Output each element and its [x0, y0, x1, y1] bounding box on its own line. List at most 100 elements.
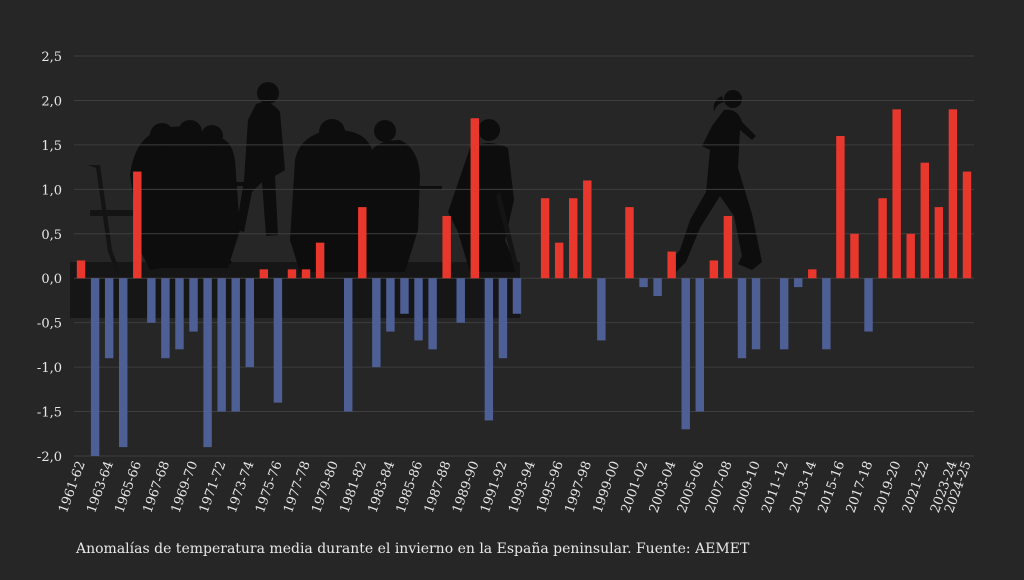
bar-2023-24	[948, 109, 958, 279]
bar-2012-13	[794, 278, 803, 288]
bar-2007-08	[723, 216, 733, 279]
x-tick-label: 2019-20	[872, 459, 905, 515]
x-tick-label: 1969-70	[169, 459, 202, 515]
bar-1994-95	[540, 198, 550, 279]
bar-2011-12	[779, 278, 789, 350]
bar-1990-91	[484, 278, 494, 421]
bar-1971-72	[217, 278, 226, 412]
y-tick-label: 1,0	[41, 183, 62, 198]
bar-1961-62	[76, 260, 86, 279]
bar-2017-18	[864, 278, 873, 332]
bar-1980-81	[344, 278, 353, 412]
y-axis-tick-labels: -2,0 -1,5 -1,0 -0,5 0,0 0,5 1,0 1,5 2,0 2,5	[37, 50, 62, 465]
bar-2015-16	[836, 136, 845, 279]
chart-bars	[76, 109, 972, 456]
bar-1978-79	[315, 242, 325, 279]
x-tick-label: 1981-82	[337, 459, 370, 515]
bar-1977-78	[301, 269, 311, 279]
bar-1997-98	[583, 180, 592, 279]
x-tick-label: 2007-08	[703, 459, 736, 515]
y-tick-label: -2,0	[37, 450, 62, 465]
x-tick-label: 1987-88	[422, 459, 455, 515]
x-tick-label: 2021-22	[900, 459, 933, 515]
bar-2009-10	[751, 278, 761, 350]
bar-1988-89	[456, 278, 465, 323]
bar-2016-17	[850, 233, 859, 279]
bar-1982-83	[372, 278, 381, 368]
bar-1986-87	[428, 278, 437, 350]
bar-1969-70	[189, 278, 198, 332]
x-tick-label: 2017-18	[844, 459, 877, 515]
bar-1975-76	[273, 278, 283, 403]
x-tick-label: 2001-02	[619, 459, 652, 515]
bar-1981-82	[358, 207, 367, 279]
x-tick-label: 1991-92	[478, 459, 511, 515]
x-tick-label: 1967-68	[141, 459, 174, 515]
bar-2001-02	[639, 278, 648, 288]
bar-1962-63	[90, 278, 100, 456]
x-tick-label: 2005-06	[675, 459, 708, 515]
bar-1987-88	[442, 216, 451, 279]
x-tick-label: 2009-10	[731, 459, 764, 515]
bar-1964-65	[119, 278, 128, 448]
y-tick-label: 0,5	[41, 228, 62, 243]
bar-1963-64	[104, 278, 114, 359]
x-tick-label: 1965-66	[112, 459, 145, 515]
bar-1974-75	[259, 269, 269, 279]
x-tick-label: 1999-00	[591, 459, 624, 515]
bar-2005-06	[695, 278, 704, 412]
bar-2013-14	[808, 269, 817, 279]
bar-2004-05	[681, 278, 690, 430]
y-tick-label: -1,0	[37, 361, 62, 376]
x-tick-label: 2003-04	[647, 459, 680, 515]
bar-1965-66	[133, 171, 142, 279]
y-tick-label: -0,5	[37, 317, 62, 332]
bar-1985-86	[414, 278, 423, 341]
x-tick-label: 1983-84	[366, 459, 399, 515]
x-tick-label: 1989-90	[450, 459, 483, 515]
bar-1996-97	[569, 198, 578, 279]
x-tick-label: 1975-76	[253, 459, 286, 515]
bar-2002-03	[653, 278, 662, 296]
bar-2003-04	[667, 251, 676, 279]
bar-2024-25	[962, 171, 972, 279]
x-tick-label: 1971-72	[197, 459, 230, 515]
x-axis-tick-labels: 1961-621963-641965-661967-681969-701971-…	[56, 459, 975, 515]
bar-2019-20	[892, 109, 901, 279]
bar-1995-96	[554, 242, 564, 279]
bar-2014-15	[822, 278, 831, 350]
bar-1983-84	[386, 278, 395, 332]
bar-2018-19	[878, 198, 887, 279]
bar-2021-22	[920, 162, 929, 279]
bar-1989-90	[470, 118, 479, 279]
y-tick-label: 1,5	[41, 139, 62, 154]
x-tick-label: 1973-74	[225, 459, 258, 515]
bar-1970-71	[203, 278, 212, 448]
x-tick-label: 2013-14	[787, 459, 820, 515]
x-tick-label: 1979-80	[309, 459, 342, 515]
x-tick-label: 1963-64	[84, 459, 117, 515]
x-tick-label: 1993-94	[506, 459, 539, 515]
bar-1998-99	[597, 278, 606, 341]
bar-1984-85	[400, 278, 409, 314]
y-tick-label: 2,0	[41, 94, 62, 109]
y-tick-label: -1,5	[37, 406, 62, 421]
x-tick-label: 1977-78	[281, 459, 314, 515]
bar-2008-09	[737, 278, 747, 359]
chart-caption: Anomalías de temperatura media durante e…	[76, 541, 750, 557]
bar-2022-23	[934, 207, 944, 279]
x-tick-label: 1985-86	[394, 459, 427, 515]
y-tick-label: 0,0	[41, 272, 62, 287]
bar-1992-93	[512, 278, 522, 314]
x-tick-label: 1961-62	[56, 459, 89, 515]
bar-1966-67	[147, 278, 156, 323]
bar-1976-77	[287, 269, 297, 279]
y-tick-label: 2,5	[41, 50, 62, 65]
x-tick-label: 2015-16	[816, 459, 849, 515]
bar-2020-21	[906, 233, 915, 279]
x-tick-label: 2011-12	[759, 459, 792, 515]
bar-1972-73	[231, 278, 240, 412]
x-tick-label: 1997-98	[562, 459, 595, 515]
